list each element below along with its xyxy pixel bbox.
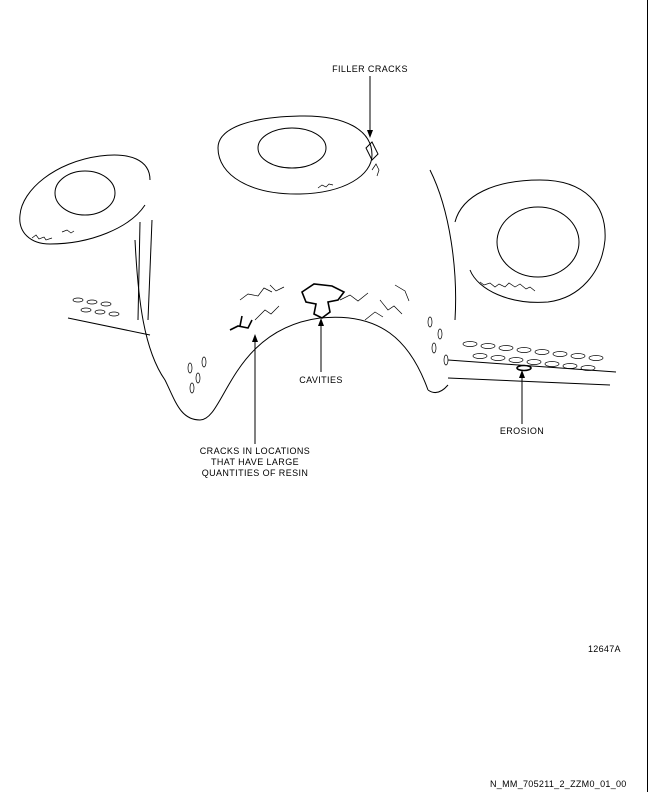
erosion-pattern xyxy=(72,297,604,394)
callout-cracks-line-3: QUANTITIES OF RESIN xyxy=(202,468,309,478)
resin-cracks xyxy=(229,284,410,331)
callout-erosion: EROSION xyxy=(500,426,544,436)
center-cell-opening xyxy=(217,115,373,195)
callout-cracks-line-1: CRACKS IN LOCATIONS xyxy=(200,446,310,456)
callout-cracks-line-2: THAT HAVE LARGE xyxy=(211,457,299,467)
right-cell-opening xyxy=(454,179,606,303)
callout-leaders xyxy=(252,76,525,444)
callout-filler-cracks: FILLER CRACKS xyxy=(332,64,408,74)
cavity-outline xyxy=(301,283,346,319)
callout-cavities: CAVITIES xyxy=(299,375,343,385)
figure-number: 12647A xyxy=(588,644,621,654)
left-cell-opening xyxy=(19,154,151,245)
filler-crack-marker xyxy=(365,141,380,177)
cell-walls xyxy=(67,169,617,421)
document-id: N_MM_705211_2_ZZM0_01_00 xyxy=(490,779,627,789)
